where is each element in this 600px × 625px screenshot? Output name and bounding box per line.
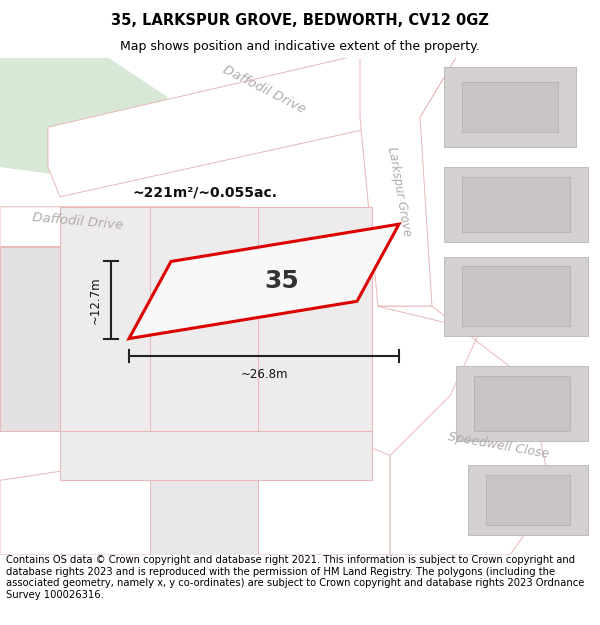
Polygon shape xyxy=(0,246,60,431)
Polygon shape xyxy=(0,431,390,555)
Polygon shape xyxy=(486,476,570,525)
Polygon shape xyxy=(129,224,399,339)
Text: 35: 35 xyxy=(265,269,299,293)
Text: Contains OS data © Crown copyright and database right 2021. This information is : Contains OS data © Crown copyright and d… xyxy=(6,555,584,600)
Polygon shape xyxy=(444,167,588,242)
Polygon shape xyxy=(48,58,456,197)
Polygon shape xyxy=(462,177,570,232)
Text: Daffodil Drive: Daffodil Drive xyxy=(32,211,124,232)
Polygon shape xyxy=(60,207,372,431)
Polygon shape xyxy=(462,266,570,326)
Polygon shape xyxy=(474,376,570,431)
Text: 35, LARKSPUR GROVE, BEDWORTH, CV12 0GZ: 35, LARKSPUR GROVE, BEDWORTH, CV12 0GZ xyxy=(111,12,489,28)
Text: Daffodil Drive: Daffodil Drive xyxy=(221,63,307,116)
Text: ~221m²/~0.055ac.: ~221m²/~0.055ac. xyxy=(132,185,277,199)
Polygon shape xyxy=(444,68,576,147)
Polygon shape xyxy=(444,256,588,336)
Text: ~12.7m: ~12.7m xyxy=(89,276,102,324)
Polygon shape xyxy=(150,481,258,555)
Polygon shape xyxy=(0,58,168,177)
Polygon shape xyxy=(462,82,558,132)
Polygon shape xyxy=(360,58,456,306)
Text: Speedwell Close: Speedwell Close xyxy=(446,430,550,461)
Polygon shape xyxy=(378,306,552,555)
Polygon shape xyxy=(0,207,264,246)
Polygon shape xyxy=(468,466,588,535)
Text: Map shows position and indicative extent of the property.: Map shows position and indicative extent… xyxy=(120,40,480,53)
Text: ~26.8m: ~26.8m xyxy=(240,368,288,381)
Text: Larkspur Grove: Larkspur Grove xyxy=(385,146,413,238)
Polygon shape xyxy=(456,366,588,441)
Polygon shape xyxy=(60,431,372,481)
